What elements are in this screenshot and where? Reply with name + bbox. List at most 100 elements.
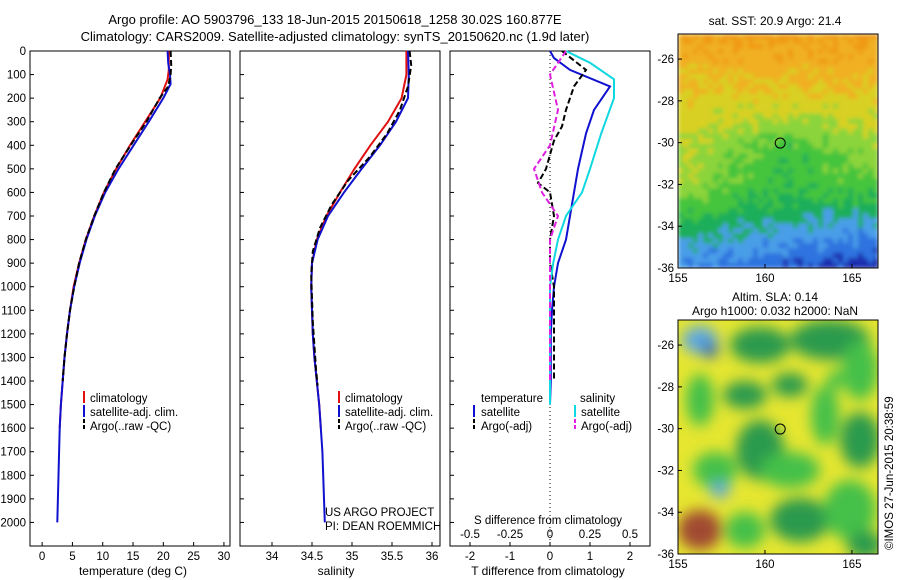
lat-tick-label: -30 [657,424,674,436]
x-tick-label: 10 [96,551,109,563]
argo-float-marker [774,423,786,435]
x-tick-label: 5 [69,551,75,563]
depth-axis-ticks: 0 100 200 300 400 500 600 700 800 900 1000 1100 1200… [0,46,454,529]
depth-tick-label: 400 [7,140,26,152]
depth-tick-label: 1900 [0,494,26,506]
sla-field [678,320,878,554]
x-tick-label: 36 [426,551,439,563]
x-tick-label: 35 [346,551,359,563]
salinity-axis-label: salinity [318,564,355,578]
temperature-axis-label: temperature (deg C) [79,564,187,578]
depth-tick-label: 1200 [0,329,26,341]
lat-tick-label: -32 [657,179,674,191]
x-tick-label: -2 [465,551,475,563]
s-difference-tick-label: -0.25 [497,529,523,541]
series-line-argo-raw-qc [61,50,173,382]
legend-label-t-satellite: satellite [481,407,520,419]
lon-tick-label: 160 [755,559,774,571]
lon-tick-label: 165 [842,559,861,571]
x-tick-label: -1 [505,551,515,563]
series-line-argo-adj [536,50,588,381]
x-tick-label: 1 [587,551,593,563]
depth-tick-label: 1800 [0,470,26,482]
lat-tick-label: -26 [657,340,674,352]
temperature-plot-frame [29,50,231,547]
legend-label-satellite: satellite-adj. clim. [345,407,433,419]
x-tick-label: 34 [266,551,279,563]
depth-tick-label: 1700 [0,447,26,459]
project-line-1: US ARGO PROJECT [325,507,434,519]
lat-tick-label: -34 [657,221,674,233]
project-line-2: PI: DEAN ROEMMICH [325,521,441,533]
title-line-1: Argo profile: AO 5903796_133 18-Jun-2015… [108,12,562,27]
sla-map: 155 160 165 -26 -28 -30 -32 -34 -36 [657,320,878,571]
s-difference-tick-label: 0.25 [579,529,601,541]
depth-tick-label: 700 [7,211,26,223]
sst-map-title: sat. SST: 20.9 Argo: 21.4 [709,14,842,28]
s-difference-tick-label: -0.5 [460,529,480,541]
x-tick-label: 0 [39,551,45,563]
temperature-legend: climatology satellite-adj. clim. Argo(..… [83,391,178,433]
depth-tick-label: 1000 [0,282,26,294]
legend-header-salinity: salinity [580,393,615,405]
depth-tick-label: 2000 [0,517,26,529]
title-line-2: Climatology: CARS2009. Satellite-adjuste… [81,29,590,44]
legend-header-temperature: temperature [481,393,543,405]
sla-map-frame [677,319,879,555]
lat-tick-label: -28 [657,382,674,394]
depth-tick-label: 1500 [0,400,26,412]
argo-float-marker [774,137,786,149]
x-tick-label: 2 [627,551,633,563]
depth-tick-label: 800 [7,235,26,247]
legend-label-satellite: satellite-adj. clim. [90,407,178,419]
difference-legend: temperature salinity satellite Argo(-adj… [473,393,632,433]
lat-tick-label: -26 [657,54,674,66]
depth-tick-label: 200 [7,93,26,105]
sla-map-title-2: Argo h1000: 0.032 h2000: NaN [692,304,858,318]
sst-map: 155 160 165 -26 -28 -30 -32 -34 -36 [657,34,878,285]
x-tick-label: 34.5 [301,551,323,563]
sst-map-frame [677,33,879,269]
depth-tick-label: 1600 [0,423,26,435]
lat-tick-label: -28 [657,96,674,108]
x-tick-label: 35.5 [381,551,403,563]
series-line-argo-raw-qc [310,50,413,386]
s-difference-tick-label: 0.5 [622,529,638,541]
legend-label-argo: Argo(..raw -QC) [345,421,426,433]
legend-label-climatology: climatology [345,393,403,405]
s-difference-tick-label: 0 [547,529,553,541]
lon-tick-label: 165 [842,273,861,285]
legend-label-s-satellite: satellite [581,407,620,419]
x-tick-label: 15 [127,551,140,563]
depth-tick-label: 100 [7,70,26,82]
depth-tick-label: 1400 [0,376,26,388]
depth-tick-label: 0 [20,46,26,58]
depth-tick-label: 1300 [0,352,26,364]
salinity-plot: 34 34.5 35 35.5 36 [266,50,439,563]
depth-tick-label: 300 [7,117,26,129]
x-tick-label: 30 [218,551,231,563]
lon-tick-label: 155 [668,559,687,571]
sst-field [678,34,878,268]
lat-tick-label: -36 [657,263,674,275]
x-tick-label: 25 [187,551,200,563]
lat-tick-label: -32 [657,465,674,477]
imos-stamp: ©IMOS 27-Jun-2015 20:38:59 [884,396,896,550]
difference-plot: -2 -1 0 1 2 -0.5 -0.25 0 0.25 0.5 [460,50,638,563]
legend-label-t-argo: Argo(-adj) [481,421,532,433]
x-tick-label: 0 [547,551,553,563]
lat-tick-label: -36 [657,549,674,561]
series-line-argo-adj [532,50,567,381]
legend-label-climatology: climatology [90,393,148,405]
lat-tick-label: -30 [657,138,674,150]
lon-tick-label: 155 [668,273,687,285]
legend-label-argo: Argo(..raw -QC) [90,421,171,433]
difference-axis-label: T difference from climatology [471,564,625,578]
depth-tick-label: 900 [7,258,26,270]
sla-map-title-1: Altim. SLA: 0.14 [732,290,818,304]
temperature-plot: 0 5 10 15 20 25 30 [39,50,231,563]
lat-tick-label: -34 [657,507,674,519]
salinity-legend: climatology satellite-adj. clim. Argo(..… [338,391,433,433]
depth-tick-label: 1100 [1,305,26,317]
difference-top-axis-label: S difference from climatology [474,515,622,527]
